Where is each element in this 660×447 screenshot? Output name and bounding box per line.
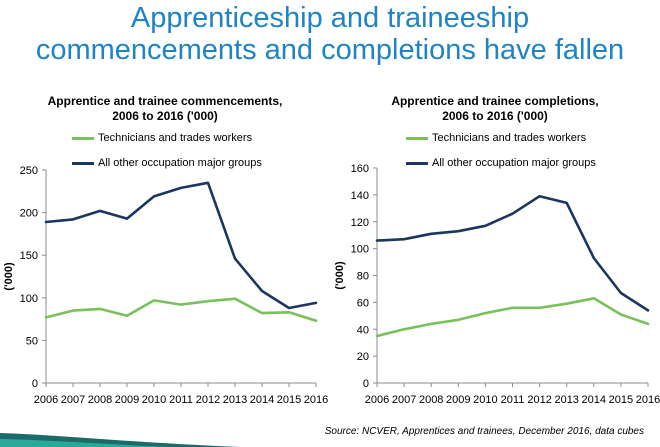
- x-tick-label: 2010: [142, 394, 166, 406]
- series-line-all-other-occupations: [375, 194, 650, 312]
- x-tick-label: 2009: [115, 394, 139, 406]
- slide-title-line1: Apprenticeship and traineeship: [130, 2, 530, 34]
- footer-wave-teal: [0, 439, 170, 447]
- x-tick-label: 2016: [304, 394, 328, 406]
- y-tick-label: 60: [357, 297, 369, 309]
- x-tick-label: 2009: [446, 394, 470, 406]
- chart-title-line1: Apprentice and trainee completions,: [391, 94, 599, 108]
- y-tick-label: 0: [32, 378, 38, 390]
- y-tick-label: 100: [351, 244, 369, 256]
- slide-title-line2: commencements and completions have falle…: [35, 34, 625, 66]
- x-tick-label: 2013: [223, 394, 247, 406]
- source-note: Source: NCVER, Apprentices and trainees,…: [324, 426, 644, 437]
- y-tick-label: 100: [20, 293, 38, 305]
- x-tick-label: 2016: [636, 394, 660, 406]
- x-tick-label: 2012: [196, 394, 220, 406]
- legend-label: All other occupation major groups: [98, 157, 262, 169]
- chart-title-line2: 2006 to 2016 ('000): [442, 109, 548, 123]
- y-tick-label: 0: [363, 378, 369, 390]
- y-tick-label: 120: [351, 217, 369, 229]
- legend-label: Technicians and trades workers: [98, 132, 253, 144]
- y-tick-label: 200: [20, 208, 38, 220]
- slide-title: Apprenticeship and traineeship commencem…: [0, 2, 660, 66]
- legend-item-trades: Technicians and trades workers: [406, 132, 586, 144]
- x-tick-label: 2006: [365, 394, 389, 406]
- series-line-technicians-trades: [375, 297, 650, 338]
- x-tick-label: 2015: [277, 394, 301, 406]
- legend-item-trades: Technicians and trades workers: [72, 132, 252, 144]
- legend-swatch-green: [406, 136, 428, 140]
- y-tick-label: 20: [357, 351, 369, 363]
- commencements-chart-panel: Apprentice and trainee commencements, 20…: [0, 94, 330, 414]
- x-tick-label: 2006: [34, 394, 58, 406]
- x-tick-label: 2008: [419, 394, 443, 406]
- series-line-technicians-trades: [44, 297, 318, 323]
- legend-swatch-navy: [72, 161, 94, 165]
- legend-swatch-green: [72, 136, 94, 140]
- decorative-wave-footer: [0, 433, 240, 447]
- chart-title-line2: 2006 to 2016 ('000): [112, 109, 218, 123]
- y-axis-title: ('000): [334, 261, 346, 290]
- x-tick-label: 2008: [88, 394, 112, 406]
- y-tick-label: 50: [26, 335, 38, 347]
- legend-label: Technicians and trades workers: [432, 132, 587, 144]
- series-line-all-other-occupations: [44, 181, 318, 310]
- x-tick-label: 2011: [169, 394, 193, 406]
- chart-title: Apprentice and trainee commencements, 20…: [0, 94, 330, 124]
- x-tick-label: 2012: [527, 394, 551, 406]
- x-tick-label: 2010: [473, 394, 497, 406]
- y-tick-label: 80: [357, 271, 369, 283]
- legend-item-other: All other occupation major groups: [72, 157, 262, 169]
- y-tick-label: 150: [20, 250, 38, 262]
- y-tick-label: 250: [20, 165, 38, 177]
- completions-chart-panel: Apprentice and trainee completions, 2006…: [330, 94, 660, 414]
- y-tick-label: 160: [351, 163, 369, 175]
- legend-label: All other occupation major groups: [432, 157, 596, 169]
- x-tick-label: 2014: [582, 394, 606, 406]
- x-tick-label: 2013: [554, 394, 578, 406]
- x-tick-label: 2007: [61, 394, 85, 406]
- chart-title-line1: Apprentice and trainee commencements,: [47, 94, 283, 108]
- x-tick-label: 2015: [609, 394, 633, 406]
- x-tick-label: 2011: [501, 394, 525, 406]
- chart-title: Apprentice and trainee completions, 2006…: [330, 94, 660, 124]
- y-tick-label: 40: [357, 324, 369, 336]
- legend-swatch-navy: [406, 161, 428, 165]
- y-tick-label: 140: [351, 190, 369, 202]
- y-axis-title: ('000): [3, 262, 15, 291]
- x-tick-label: 2007: [392, 394, 416, 406]
- legend-item-other: All other occupation major groups: [406, 157, 596, 169]
- x-tick-label: 2014: [250, 394, 274, 406]
